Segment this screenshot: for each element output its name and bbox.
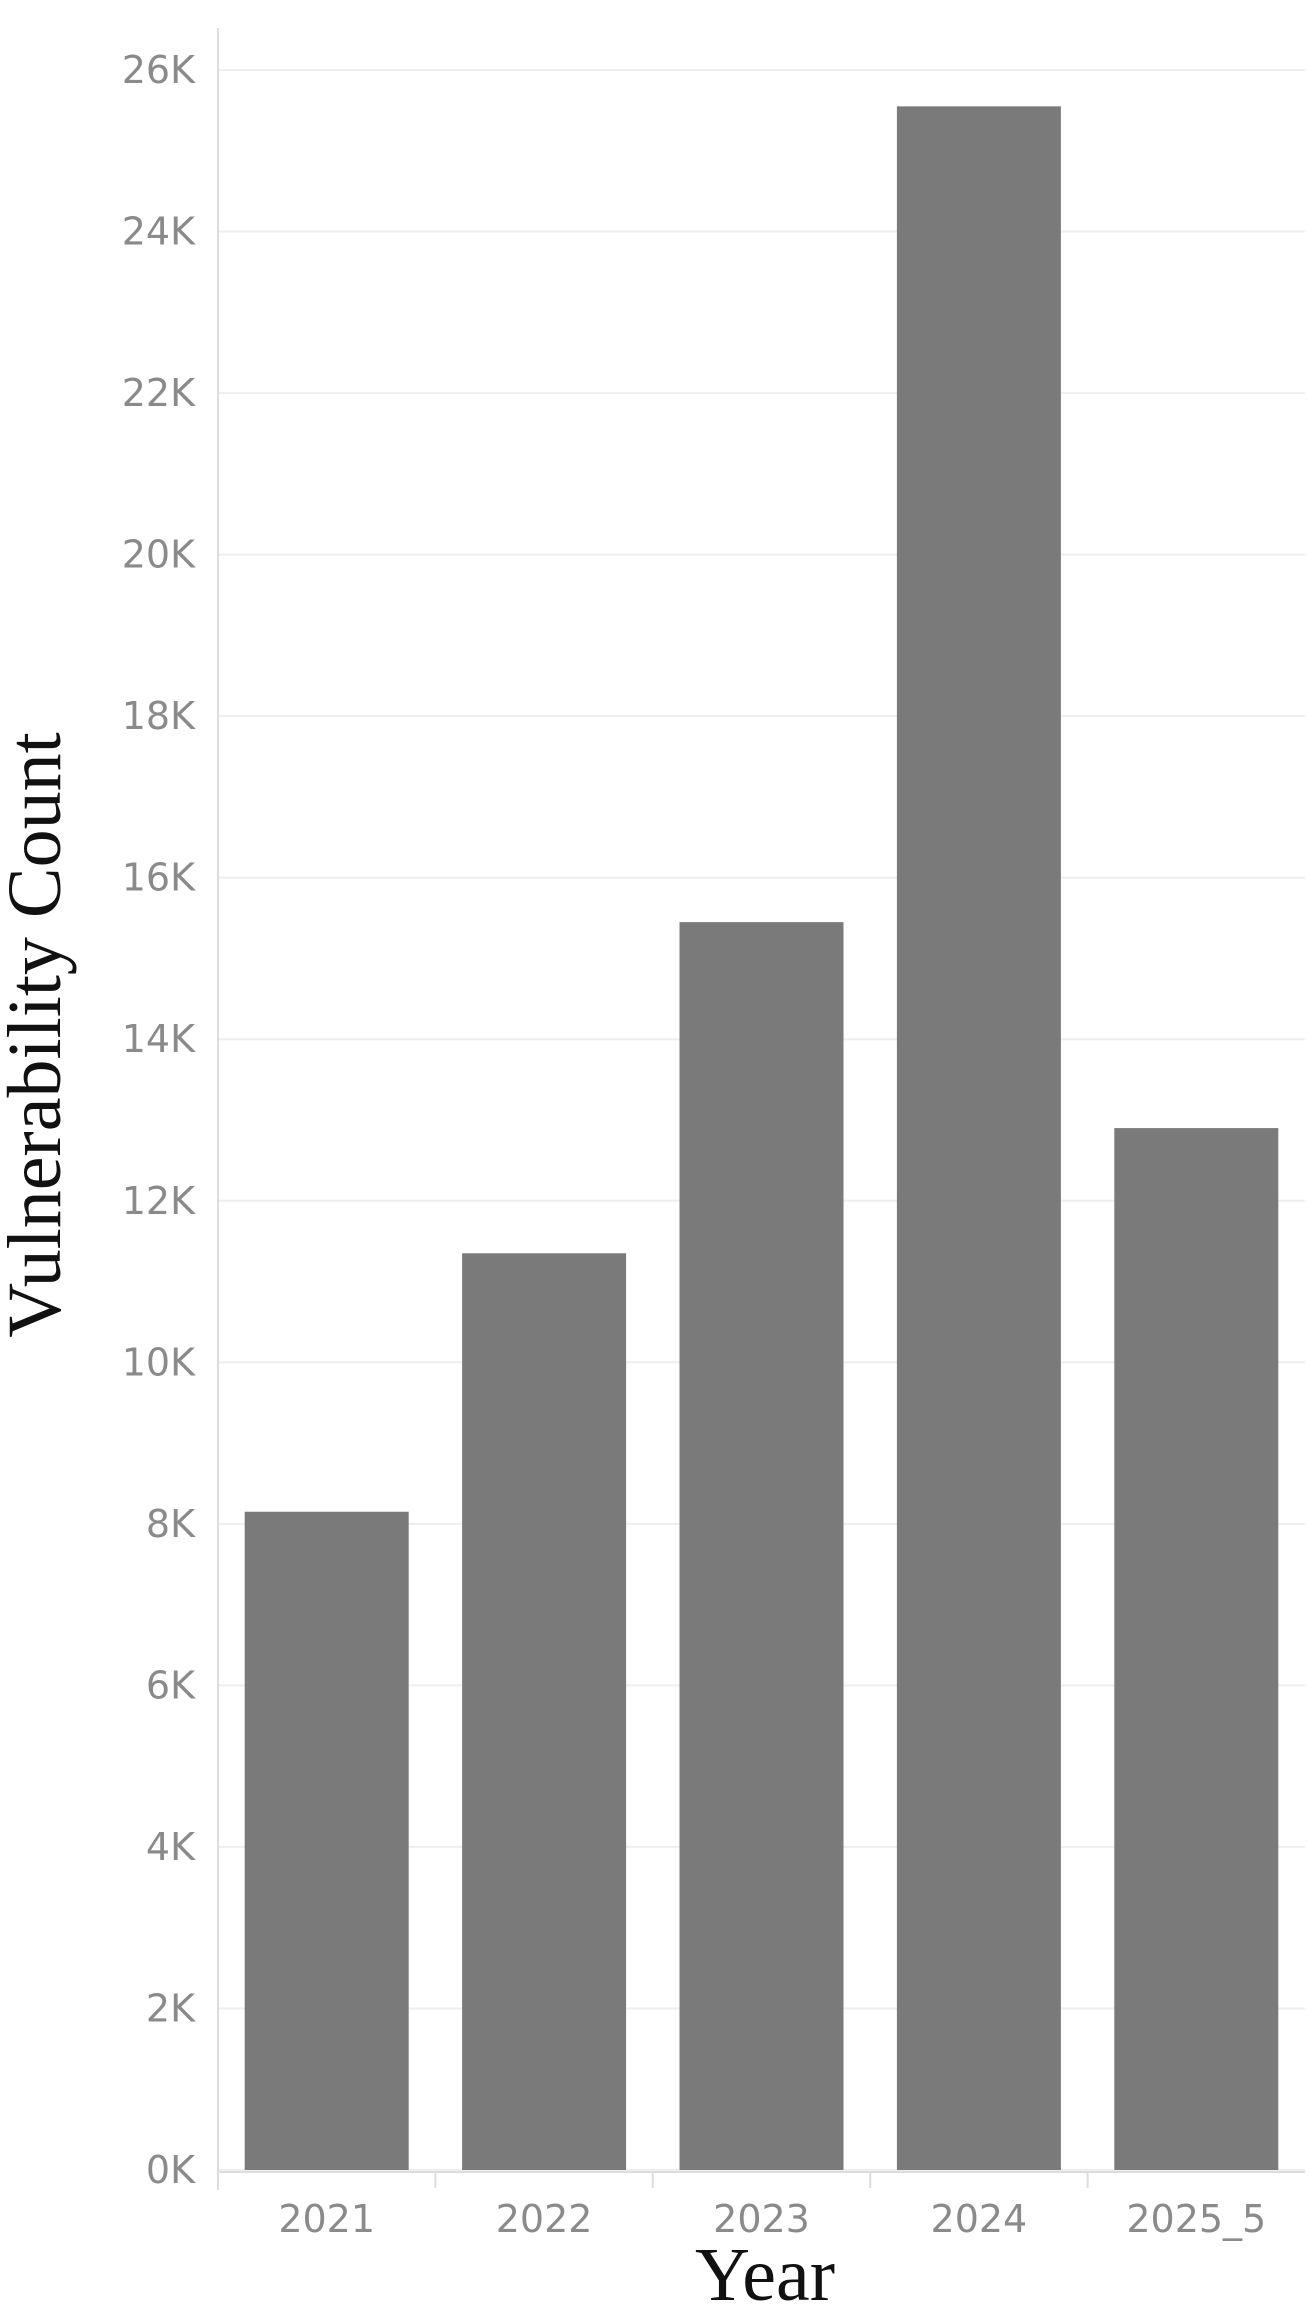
- x-tick-label: 2021: [278, 2197, 375, 2241]
- bar-2022: [462, 1253, 627, 2170]
- x-tick-label: 2022: [496, 2197, 593, 2241]
- x-tick-label: 2025_5: [1126, 2197, 1266, 2241]
- x-axis: 2021 2022 2023 2024 2025_5: [218, 2171, 1305, 2241]
- y-tick-label: 2K: [146, 1986, 196, 2030]
- y-tick-label: 26K: [122, 48, 196, 92]
- x-tick-label: 2023: [713, 2197, 810, 2241]
- y-tick-label: 20K: [122, 533, 196, 577]
- bar-2023: [679, 922, 844, 2170]
- y-tick-label: 14K: [122, 1017, 196, 1061]
- y-tick-label: 16K: [122, 856, 196, 900]
- bar-2024: [896, 106, 1061, 2170]
- y-tick-label: 4K: [146, 1825, 196, 1869]
- y-tick-label: 0K: [146, 2148, 196, 2192]
- y-tick-label: 24K: [122, 210, 196, 254]
- x-axis-title: Year: [695, 2233, 835, 2317]
- y-tick-label: 6K: [146, 1663, 196, 1707]
- y-axis-title: Vulnerability Count: [0, 732, 77, 1337]
- y-tick-label: 10K: [122, 1340, 196, 1384]
- y-tick-label: 12K: [122, 1179, 196, 1223]
- bars: [244, 106, 1279, 2170]
- y-tick-label: 18K: [122, 694, 196, 738]
- y-tick-label: 8K: [146, 1502, 196, 1546]
- bar-2025_5: [1114, 1128, 1279, 2170]
- y-axis: 0K 2K 4K 6K 8K 10K 12K 14K 16K 18K 20K 22K 24K 26K: [122, 28, 219, 2192]
- x-tick-label: 2024: [931, 2197, 1028, 2241]
- y-tick-label: 22K: [122, 371, 196, 415]
- bar-2021: [244, 1511, 409, 2170]
